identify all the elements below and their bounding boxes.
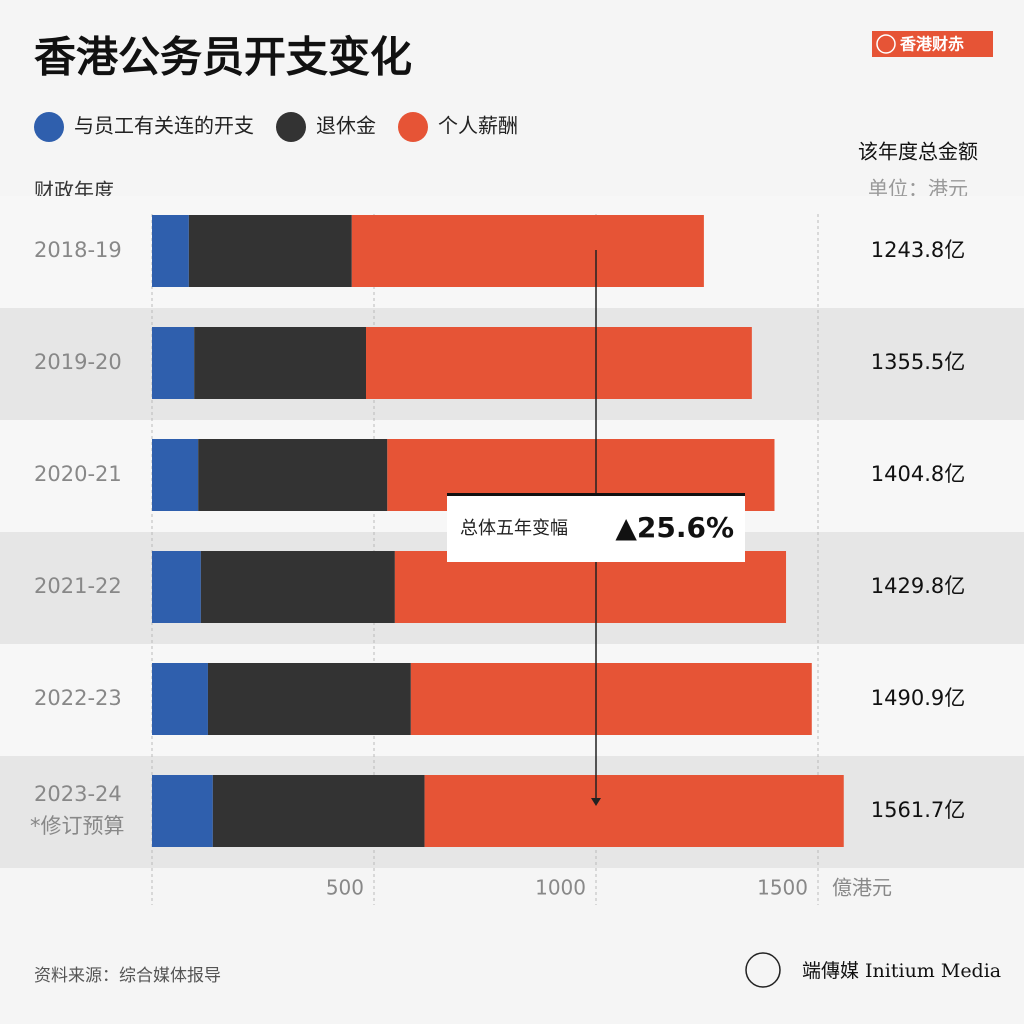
publisher-logo bbox=[745, 952, 781, 988]
bar-segment bbox=[366, 327, 752, 399]
y-tick-label: 2022-23 bbox=[34, 686, 122, 710]
total-label: 1490.9亿 bbox=[871, 686, 965, 710]
publisher: 端傳媒 Initium Media bbox=[802, 960, 1001, 982]
arrow-head bbox=[591, 798, 601, 806]
bar-segment bbox=[152, 215, 189, 287]
bar-segment bbox=[200, 551, 395, 623]
total-label: 1355.5亿 bbox=[871, 350, 965, 374]
bar-segment bbox=[152, 551, 201, 623]
y-tick-label: 2023-24 bbox=[34, 782, 122, 806]
total-header: 该年度总金额 bbox=[858, 140, 978, 164]
x-tick-label: 500 bbox=[326, 876, 364, 900]
legend-label: 退休金 bbox=[316, 114, 376, 138]
annotation-value: ▲25.6% bbox=[615, 511, 734, 544]
bar-segment bbox=[351, 215, 704, 287]
total-label: 1561.7亿 bbox=[871, 798, 965, 822]
total-label: 1243.8亿 bbox=[871, 238, 965, 262]
bar-segment bbox=[207, 663, 411, 735]
bar-segment bbox=[152, 663, 208, 735]
brand-icon bbox=[876, 34, 896, 54]
category-note: *修订预算 bbox=[30, 814, 125, 838]
bar-segment bbox=[194, 327, 367, 399]
brand-badge bbox=[872, 31, 993, 57]
legend-label: 个人薪酬 bbox=[438, 114, 518, 138]
bar-segment bbox=[410, 663, 812, 735]
y-tick-label: 2018-19 bbox=[34, 238, 122, 262]
x-tick-label: 1500 bbox=[757, 876, 808, 900]
annotation-box bbox=[447, 493, 745, 562]
y-tick-label: 2020-21 bbox=[34, 462, 122, 486]
legend-swatch bbox=[276, 112, 306, 142]
bar-segment bbox=[212, 775, 425, 847]
bar-segment bbox=[424, 775, 844, 847]
source: 资料来源：综合媒体报导 bbox=[34, 966, 221, 986]
bar-segment bbox=[152, 439, 199, 511]
chart-title: 香港公务员开支变化 bbox=[34, 33, 412, 82]
legend-label: 与员工有关连的开支 bbox=[74, 114, 254, 138]
bar-segment bbox=[198, 439, 388, 511]
bar-segment bbox=[394, 551, 787, 623]
annotation-bar bbox=[447, 493, 745, 496]
total-label: 1404.8亿 bbox=[871, 462, 965, 486]
x-tick-label: 1000 bbox=[535, 876, 586, 900]
y-tick-label: 2019-20 bbox=[34, 350, 122, 374]
legend-swatch bbox=[398, 112, 428, 142]
brand: 香港财赤 bbox=[899, 35, 964, 54]
bar-segment bbox=[152, 775, 213, 847]
legend-swatch bbox=[34, 112, 64, 142]
bar-segment bbox=[188, 215, 352, 287]
x-unit-label: 億港元 bbox=[832, 876, 892, 900]
annotation-label: 总体五年变幅 bbox=[460, 518, 568, 539]
total-label: 1429.8亿 bbox=[871, 574, 965, 598]
y-tick-label: 2021-22 bbox=[34, 574, 122, 598]
bar-segment bbox=[152, 327, 195, 399]
